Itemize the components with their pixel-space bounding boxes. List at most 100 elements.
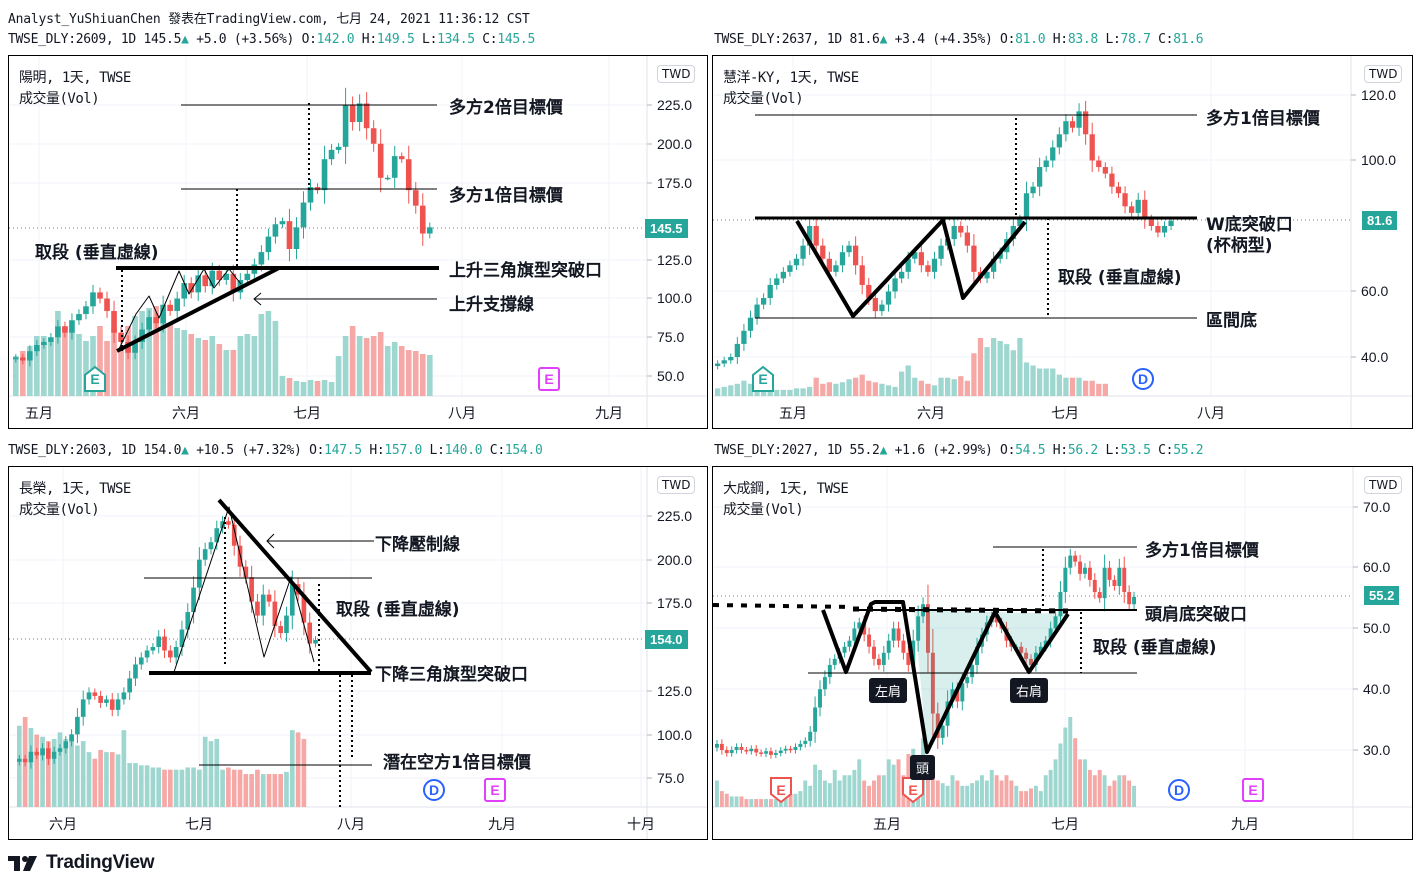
svg-text:40.0: 40.0 [1361, 349, 1388, 365]
price-axis[interactable]: 70.0 60.0 50.0 40.0 30.0 [1353, 499, 1390, 758]
price-axis[interactable]: 225.0 200.0 175.0 125.0 100.0 75.0 [647, 508, 692, 786]
currency-badge[interactable]: TWD [1364, 476, 1403, 494]
candlesticks [17, 514, 318, 769]
high-value: 83.8 [1067, 32, 1098, 47]
svg-text:E: E [908, 782, 917, 798]
price-change: +10.5 (+7.32%) [196, 443, 302, 458]
symbol-price: TWSE_DLY:2609, 1D 145.5 [8, 32, 182, 47]
annotation-cup-handle: (杯柄型) [1206, 236, 1273, 256]
svg-text:200.0: 200.0 [657, 136, 692, 152]
annotation-measure: 取段 (垂直虛線) [35, 243, 159, 263]
triangle-zigzag[interactable] [173, 506, 315, 673]
svg-text:五月: 五月 [873, 817, 901, 833]
up-arrow-icon: ▲ [181, 443, 189, 458]
dividend-event-icon[interactable]: D [1132, 368, 1154, 390]
neckline-extension-dotted[interactable] [713, 603, 854, 609]
label-left-shoulder: 左肩 [869, 678, 908, 703]
arrow-left-icon[interactable] [266, 533, 275, 549]
svg-text:75.0: 75.0 [657, 329, 684, 345]
annotation-w-breakout: W底突破口 [1206, 215, 1293, 235]
chart-panel-yangming[interactable]: 225.0 200.0 175.0 125.0 100.0 75.0 50.0 五月 六月 七月 八… [8, 55, 708, 429]
svg-text:200.0: 200.0 [657, 552, 692, 568]
close-value: 154.0 [504, 443, 543, 458]
chart-canvas[interactable]: 70.0 60.0 50.0 40.0 30.0 五月 七月 九月 E E D E [713, 467, 1413, 840]
triangle-zigzag[interactable] [118, 268, 242, 350]
time-axis[interactable]: 五月 六月 七月 八月 [779, 406, 1225, 422]
svg-text:八月: 八月 [1197, 406, 1225, 422]
svg-text:75.0: 75.0 [657, 770, 684, 786]
currency-badge[interactable]: TWD [657, 65, 696, 83]
volume-indicator-label: 成交量(Vol) [19, 91, 100, 107]
tradingview-footer[interactable]: TradingView [8, 852, 155, 874]
price-axis[interactable]: 120.0 100.0 60.0 40.0 [1351, 87, 1396, 365]
annotation-measure: 取段 (垂直虛線) [1058, 268, 1182, 288]
up-arrow-icon: ▲ [879, 443, 888, 458]
svg-text:175.0: 175.0 [657, 595, 692, 611]
label-head: 頭 [910, 755, 936, 780]
support-trendline[interactable] [116, 266, 280, 353]
chart-canvas[interactable]: 225.0 200.0 175.0 125.0 100.0 75.0 50.0 五月 六月 七月 八… [9, 56, 708, 429]
currency-badge[interactable]: TWD [657, 476, 696, 494]
head-shoulders-pattern[interactable] [821, 600, 1070, 754]
close-value: 81.6 [1173, 32, 1204, 47]
earnings-event-icon[interactable]: E [484, 778, 506, 802]
tradingview-brand: TradingView [46, 852, 155, 873]
symbol-title: 陽明, 1天, TWSE [19, 70, 131, 86]
low-value: 53.5 [1120, 443, 1151, 458]
chart-panel-tachen[interactable]: 70.0 60.0 50.0 40.0 30.0 五月 七月 九月 E E D E 大成鋼, 1天, … [712, 466, 1413, 840]
annotation-short-target: 潛在空方1倍目標價 [383, 753, 531, 773]
chart-panel-evergreen[interactable]: 225.0 200.0 175.0 125.0 100.0 75.0 六月 七月 八月 九月 十月 D… [8, 466, 708, 840]
svg-text:六月: 六月 [917, 406, 945, 422]
time-axis[interactable]: 六月 七月 八月 九月 十月 [49, 817, 655, 833]
symbol-title: 長榮, 1天, TWSE [19, 481, 131, 497]
svg-text:D: D [1174, 782, 1184, 798]
up-arrow-icon: ▲ [181, 32, 189, 47]
chart-canvas[interactable]: 225.0 200.0 175.0 125.0 100.0 75.0 六月 七月 八月 九月 十月 D… [9, 467, 708, 840]
low-value: 78.7 [1120, 32, 1151, 47]
w-pattern[interactable] [795, 218, 1027, 318]
high-value: 157.0 [384, 443, 423, 458]
svg-text:60.0: 60.0 [1361, 283, 1388, 299]
svg-text:50.0: 50.0 [1363, 620, 1390, 636]
earnings-event-icon[interactable]: E [84, 365, 106, 392]
svg-text:十月: 十月 [627, 817, 655, 833]
svg-text:五月: 五月 [779, 406, 807, 422]
currency-badge[interactable]: TWD [1364, 65, 1403, 83]
time-axis[interactable]: 五月 六月 七月 八月 九月 [25, 406, 623, 422]
annotation-breakout: 上升三角旗型突破口 [449, 261, 602, 281]
chart-canvas[interactable]: 120.0 100.0 60.0 40.0 五月 六月 七月 八月 E D [713, 56, 1413, 429]
symbol-price: TWSE_DLY:2603, 1D 154.0 [8, 443, 182, 458]
svg-text:九月: 九月 [595, 406, 623, 422]
dividend-event-icon[interactable]: D [1168, 779, 1190, 801]
high-value: 56.2 [1067, 443, 1098, 458]
dividend-event-icon[interactable]: D [423, 779, 445, 801]
label-right-shoulder: 右肩 [1010, 678, 1049, 703]
price-change: +3.4 (+4.35%) [894, 32, 993, 47]
volume-indicator-label: 成交量(Vol) [723, 502, 804, 518]
chart-panel-huiyang[interactable]: 120.0 100.0 60.0 40.0 五月 六月 七月 八月 E D 慧洋-KY, 1天, … [712, 55, 1413, 429]
svg-text:六月: 六月 [172, 406, 200, 422]
close-value: 145.5 [497, 32, 535, 47]
earnings-event-icon[interactable]: E [538, 367, 560, 391]
svg-text:50.0: 50.0 [657, 368, 684, 384]
svg-text:D: D [429, 782, 439, 798]
svg-text:E: E [776, 782, 785, 798]
price-axis[interactable]: 225.0 200.0 175.0 125.0 100.0 75.0 50.0 [647, 97, 692, 384]
symbol-price: TWSE_DLY:2637, 1D 81.6 [714, 32, 880, 47]
svg-text:九月: 九月 [1231, 817, 1259, 833]
annotation-target2: 多方2倍目標價 [449, 98, 563, 118]
svg-text:60.0: 60.0 [1363, 559, 1390, 575]
annotation-support: 上升支撐線 [449, 295, 534, 315]
earnings-event-icon[interactable]: E [752, 365, 774, 392]
earnings-event-icon[interactable]: E [770, 777, 792, 804]
svg-text:225.0: 225.0 [657, 97, 692, 113]
svg-text:E: E [1248, 782, 1257, 798]
earnings-event-icon[interactable]: E [1242, 778, 1264, 802]
svg-text:五月: 五月 [25, 406, 53, 422]
descending-resistance-line[interactable] [217, 498, 373, 674]
arrow-left-icon[interactable] [253, 292, 262, 306]
svg-text:E: E [490, 782, 499, 798]
annotation-measure: 取段 (垂直虛線) [336, 600, 460, 620]
time-axis[interactable]: 五月 七月 九月 [873, 817, 1259, 833]
chart-title: 慧洋-KY, 1天, TWSE 成交量(Vol) [723, 68, 859, 110]
